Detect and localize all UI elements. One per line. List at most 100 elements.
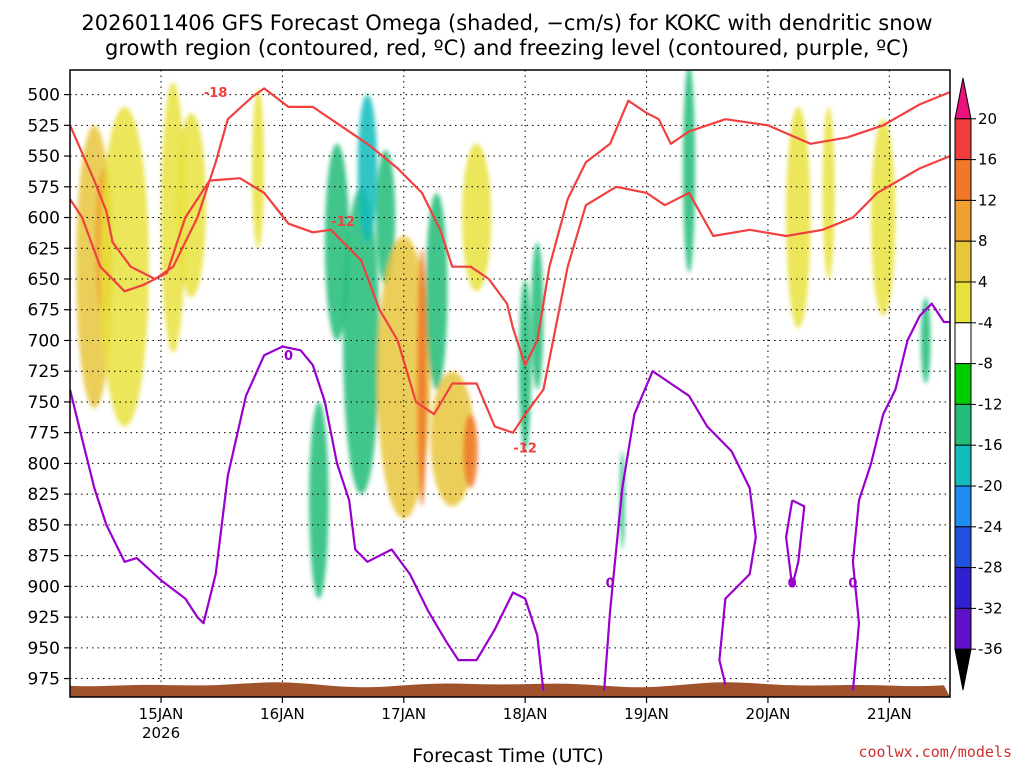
omega-area-5 xyxy=(252,88,265,249)
omega-area-21 xyxy=(786,106,811,329)
omega-area-15 xyxy=(463,414,478,488)
omega-area-2 xyxy=(100,106,149,427)
omega-area-9 xyxy=(357,94,378,243)
omega-area-23 xyxy=(871,119,896,316)
colorbar-band-5 xyxy=(954,281,972,324)
x-tick-sublabel-0: 2026 xyxy=(142,724,180,742)
colorbar-band-7 xyxy=(954,363,972,405)
omega-area-6 xyxy=(309,401,329,599)
omega-area-16 xyxy=(462,143,492,292)
freeze-contour-label-3: 0 xyxy=(848,577,857,592)
colorbar-band-4 xyxy=(954,240,972,283)
x-tick-label-1: 16JAN xyxy=(260,705,305,723)
colorbar-label-9: -20 xyxy=(978,477,1003,495)
x-tick-label-5: 20JAN xyxy=(746,705,791,723)
ground-terrain xyxy=(70,682,950,697)
colorbar-bottom-triangle xyxy=(954,648,972,691)
colorbar-band-10 xyxy=(954,485,972,528)
y-tick-label-675: 675 xyxy=(28,301,60,321)
y-tick-label-850: 850 xyxy=(28,516,60,536)
colorbar-label-2: 12 xyxy=(978,191,997,209)
y-tick-label-625: 625 xyxy=(28,239,60,259)
colorbar-label-13: -36 xyxy=(978,640,1003,658)
colorbar-label-1: 16 xyxy=(978,151,997,169)
omega-area-20 xyxy=(682,70,696,273)
x-tick-label-2: 17JAN xyxy=(381,705,426,723)
x-tick-label-0: 15JAN xyxy=(139,705,184,723)
plot-frame xyxy=(69,69,951,698)
omega-area-14 xyxy=(430,371,475,507)
colorbar-band-11 xyxy=(954,526,972,569)
freeze-contour-line-1 xyxy=(603,370,757,691)
colorbar-band-12 xyxy=(954,567,972,609)
dendritic-growth-contours: -18 -12 -12 xyxy=(70,86,950,456)
x-tick-label-6: 21JAN xyxy=(867,705,912,723)
colorbar-label-10: -24 xyxy=(978,518,1003,536)
colorbar-label-6: -8 xyxy=(978,355,993,373)
omega-shading xyxy=(76,70,931,599)
omega-area-8 xyxy=(343,186,380,495)
y-tick-label-525: 525 xyxy=(28,116,60,136)
y-tick-label-800: 800 xyxy=(28,454,60,474)
freeze-contour-line-2 xyxy=(785,499,806,588)
y-tick-label-825: 825 xyxy=(28,485,60,505)
colorbar-band-1 xyxy=(954,118,972,161)
omega-area-4 xyxy=(176,113,206,298)
y-tick-label-725: 725 xyxy=(28,362,60,382)
colorbar-label-11: -28 xyxy=(978,559,1003,577)
omega-area-12 xyxy=(417,248,427,507)
omega-area-22 xyxy=(822,106,835,279)
y-tick-label-750: 750 xyxy=(28,393,60,413)
y-tick-label-925: 925 xyxy=(28,608,60,628)
dsg-contour-label-1: -12 xyxy=(331,215,355,230)
credit-text: coolwx.com/models xyxy=(858,743,1012,761)
freeze-contour-label-0: 0 xyxy=(284,349,293,364)
y-tick-label-975: 975 xyxy=(28,670,60,690)
freeze-contour-line-3 xyxy=(851,302,950,691)
y-tick-label-775: 775 xyxy=(28,424,60,444)
freeze-contour-label-1: 0 xyxy=(606,577,615,592)
y-tick-label-875: 875 xyxy=(28,547,60,567)
colorbar-top-triangle xyxy=(954,77,972,120)
omega-area-3 xyxy=(161,82,186,353)
y-tick-label-700: 700 xyxy=(28,331,60,351)
omega-area-7 xyxy=(324,143,350,341)
colorbar-band-9 xyxy=(954,444,972,487)
dsg-contour-line-1 xyxy=(70,155,950,434)
colorbar-band-8 xyxy=(954,403,972,446)
y-tick-label-950: 950 xyxy=(28,639,60,659)
dsg-contour-label-2: -12 xyxy=(513,441,537,456)
dsg-contour-line-0 xyxy=(70,87,950,367)
colorbar-band-3 xyxy=(954,199,972,242)
y-tick-label-900: 900 xyxy=(28,577,60,597)
colorbar-band-6 xyxy=(954,322,972,365)
y-tick-label-650: 650 xyxy=(28,270,60,290)
freeze-contour-label-2: 0 xyxy=(788,577,797,592)
colorbar-label-5: -4 xyxy=(978,314,993,332)
colorbar-band-2 xyxy=(954,159,972,201)
colorbar-label-8: -16 xyxy=(978,436,1003,454)
y-tick-label-575: 575 xyxy=(28,178,60,198)
omega-area-18 xyxy=(531,242,544,390)
omega-area-13 xyxy=(425,192,448,390)
x-axis-title: Forecast Time (UTC) xyxy=(412,745,603,767)
freezing-level-contours: 0 0 0 0 xyxy=(70,302,950,692)
omega-area-10 xyxy=(375,149,396,286)
dsg-contour-label-0: -18 xyxy=(204,86,228,101)
freeze-contour-line-0 xyxy=(70,345,545,692)
colorbar-label-4: 4 xyxy=(978,273,988,291)
terrain-band xyxy=(70,682,950,697)
colorbar: 20 16 12 8 4 -4 -8 -12 -16 -20 -24 -28 -32 -36 xyxy=(954,77,1003,691)
colorbar-label-3: 8 xyxy=(978,232,988,250)
colorbar-label-0: 20 xyxy=(978,110,997,128)
x-tick-label-3: 18JAN xyxy=(503,705,548,723)
y-axis: 500 525 550 575 600 625 650 675 700 725 750 775 800 8… xyxy=(28,86,70,690)
omega-area-24 xyxy=(920,297,931,384)
y-tick-label-600: 600 xyxy=(28,209,60,229)
colorbar-label-7: -12 xyxy=(978,395,1003,413)
colorbar-label-12: -32 xyxy=(978,599,1003,617)
y-tick-label-500: 500 xyxy=(28,86,60,106)
x-tick-label-4: 19JAN xyxy=(624,705,669,723)
